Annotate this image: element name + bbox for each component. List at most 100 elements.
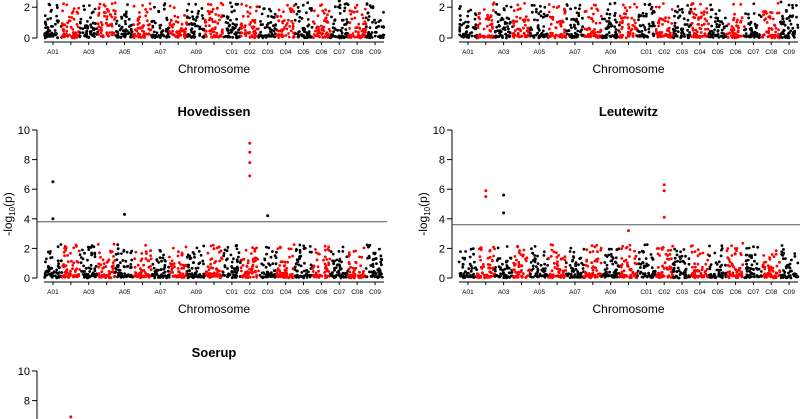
data-point xyxy=(366,11,370,15)
data-point xyxy=(645,12,648,16)
data-point xyxy=(286,3,289,7)
x-tick-label: C05 xyxy=(298,49,310,56)
data-point xyxy=(785,8,788,12)
data-point xyxy=(568,264,572,267)
data-point xyxy=(362,22,365,26)
data-point xyxy=(334,5,337,9)
data-point xyxy=(508,22,512,25)
data-point xyxy=(346,20,349,24)
data-point xyxy=(138,26,141,30)
data-point xyxy=(744,259,748,263)
data-point xyxy=(250,34,254,37)
data-point xyxy=(672,31,676,35)
data-point xyxy=(752,12,756,15)
data-point xyxy=(605,19,609,23)
data-point xyxy=(590,244,594,248)
data-point xyxy=(541,29,545,33)
data-point xyxy=(721,22,725,25)
data-point xyxy=(515,258,518,262)
data-point xyxy=(157,274,161,278)
data-point xyxy=(60,271,64,274)
data-point xyxy=(129,27,133,31)
data-point xyxy=(720,244,724,248)
data-point xyxy=(146,32,150,36)
data-point xyxy=(531,10,534,14)
data-point xyxy=(682,272,685,275)
x-tick-label: C06 xyxy=(730,49,742,56)
data-point xyxy=(55,268,59,272)
x-tick-label: C08 xyxy=(351,289,363,296)
data-point xyxy=(275,250,278,254)
data-point xyxy=(543,34,547,37)
data-point xyxy=(190,22,193,25)
data-point xyxy=(482,8,486,11)
data-point xyxy=(209,244,213,248)
data-point xyxy=(81,248,84,252)
data-point xyxy=(572,250,576,254)
data-point xyxy=(274,256,278,259)
data-point xyxy=(783,35,787,38)
data-point xyxy=(469,8,473,12)
data-point xyxy=(209,32,213,36)
data-point xyxy=(619,34,623,38)
data-point xyxy=(209,10,212,14)
data-point xyxy=(281,34,285,38)
data-point xyxy=(83,26,87,29)
data-point xyxy=(99,21,103,24)
data-point xyxy=(145,10,149,14)
data-point xyxy=(682,17,686,21)
data-point xyxy=(133,257,137,261)
data-point xyxy=(260,275,263,279)
peak-point xyxy=(51,217,55,221)
data-point xyxy=(365,275,369,279)
data-point xyxy=(176,267,180,270)
data-point xyxy=(650,266,654,270)
data-point xyxy=(605,263,609,267)
data-point xyxy=(142,33,146,36)
data-point xyxy=(64,248,68,252)
data-point xyxy=(298,15,302,19)
data-point xyxy=(211,27,215,31)
data-point xyxy=(546,13,549,17)
data-point xyxy=(699,2,702,6)
data-point xyxy=(66,21,70,25)
data-point xyxy=(745,247,749,250)
data-point xyxy=(82,264,85,268)
data-point xyxy=(253,249,257,253)
data-point xyxy=(458,28,462,32)
data-point xyxy=(652,270,655,273)
data-point xyxy=(655,247,659,250)
data-point xyxy=(78,34,82,38)
data-point xyxy=(666,249,670,252)
data-point xyxy=(292,34,296,38)
data-point xyxy=(616,275,619,279)
data-point xyxy=(535,7,538,11)
data-point xyxy=(107,274,111,278)
data-point xyxy=(513,29,517,33)
data-point xyxy=(203,29,207,33)
data-point xyxy=(141,26,145,29)
data-point xyxy=(75,23,79,26)
data-point xyxy=(563,31,566,34)
data-point xyxy=(618,30,622,34)
data-point xyxy=(183,34,186,38)
data-point xyxy=(98,2,102,6)
data-point xyxy=(296,6,300,9)
data-point xyxy=(647,27,651,31)
data-point xyxy=(47,30,51,33)
data-point xyxy=(99,275,102,278)
data-point xyxy=(225,249,229,253)
data-point xyxy=(739,253,743,257)
data-point xyxy=(220,15,223,19)
data-point xyxy=(680,7,684,11)
data-point xyxy=(473,260,476,264)
data-point xyxy=(308,250,312,254)
data-point xyxy=(202,244,206,248)
data-point xyxy=(520,275,524,279)
data-point xyxy=(462,22,465,25)
data-point xyxy=(331,26,335,30)
data-point xyxy=(325,258,329,261)
data-point xyxy=(262,7,266,10)
data-point xyxy=(344,28,348,31)
data-point xyxy=(615,248,619,252)
